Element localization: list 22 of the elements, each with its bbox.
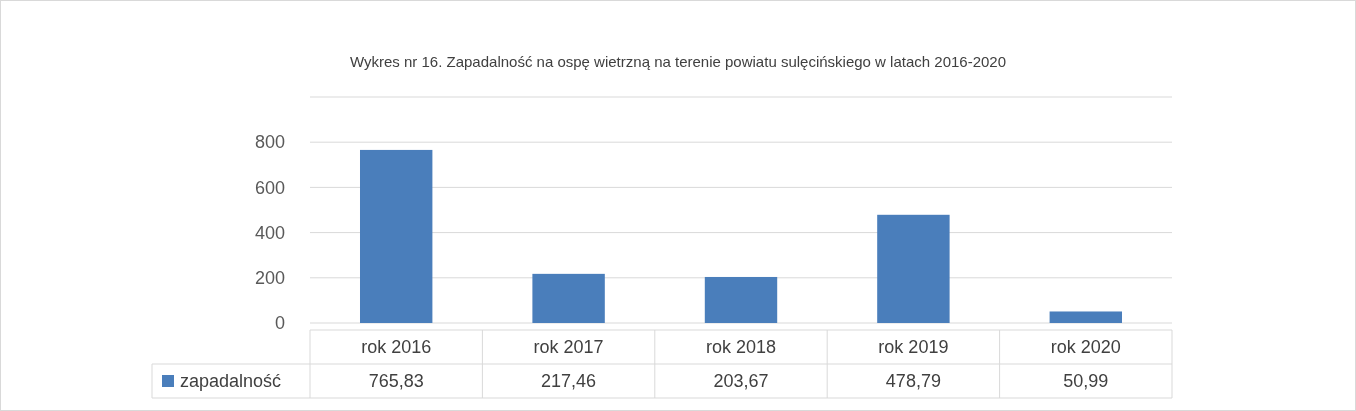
- x-tick-label: rok 2017: [533, 337, 604, 357]
- y-tick-label: 0: [274, 313, 285, 334]
- x-tick-label: rok 2018: [705, 337, 777, 357]
- x-tick-label: rok 2019: [878, 337, 949, 357]
- data-label: 478,79: [885, 371, 941, 391]
- data-label: 765,83: [368, 371, 424, 391]
- y-tick-label: 600: [254, 177, 285, 198]
- data-label: 217,46: [541, 371, 597, 391]
- legend-label: zapadalność: [180, 371, 282, 391]
- bar: [877, 214, 950, 323]
- bar: [704, 276, 778, 323]
- y-tick-label: 400: [254, 222, 285, 243]
- bar: [532, 273, 605, 323]
- y-tick-label: 800: [254, 132, 285, 153]
- bar: [360, 149, 433, 323]
- x-tick-label: rok 2020: [1050, 337, 1121, 357]
- data-label: 203,67: [713, 371, 769, 391]
- x-tick-label: rok 2016: [361, 337, 432, 357]
- y-tick-label: 200: [254, 268, 285, 289]
- bar: [1049, 311, 1123, 323]
- data-label: 50,99: [1063, 371, 1109, 391]
- chart-title: Wykres nr 16. Zapadalność na ospę wietrzną na terenie powiatu sulęcińskiego w latach 2016-2020: [349, 53, 1007, 70]
